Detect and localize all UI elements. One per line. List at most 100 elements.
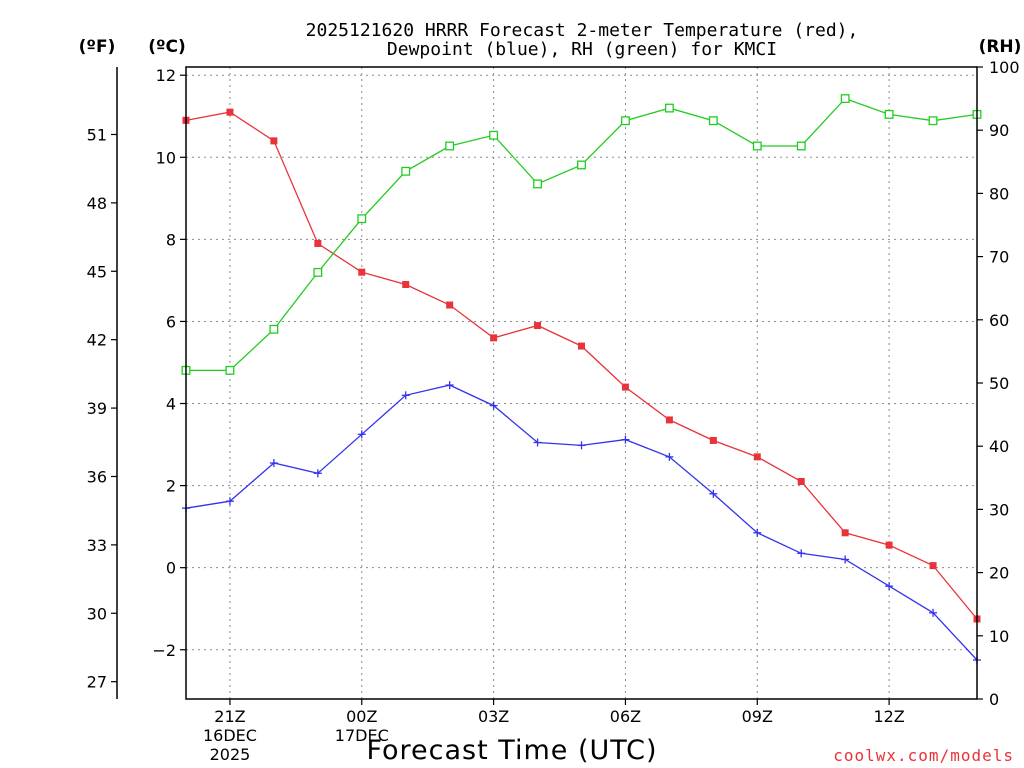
dewpoint-point xyxy=(665,452,674,461)
celsius-tick-label: 0 xyxy=(166,559,176,578)
axes: −2 0 2 4 6 8 10 12 27 30 33 36 39 42 45 48 51 0 10 20 30 40 50… xyxy=(87,58,1020,764)
dewpoint-point xyxy=(269,459,278,468)
rh-point xyxy=(928,116,938,126)
temperature-point xyxy=(885,541,893,549)
rh-point xyxy=(401,166,411,176)
fahrenheit-tick-label: 51 xyxy=(87,125,107,144)
dewpoint-point xyxy=(797,549,806,558)
dewpoint-point xyxy=(489,401,498,410)
dewpoint-point xyxy=(445,381,454,390)
rh-tick-label: 80 xyxy=(989,184,1009,203)
dewpoint-point xyxy=(753,528,762,537)
chart-title-line-2: Dewpoint (blue), RH (green) for KMCI xyxy=(387,39,777,60)
dewpoint-point xyxy=(225,497,234,506)
temperature-point xyxy=(490,334,498,342)
rh-point xyxy=(225,365,235,375)
fahrenheit-tick-label: 48 xyxy=(87,194,107,213)
temperature-point xyxy=(446,301,454,309)
dewpoint-point xyxy=(357,430,366,439)
rh-tick-label: 60 xyxy=(989,311,1009,330)
dewpoint-point xyxy=(577,441,586,450)
x-tick-label: 21Z xyxy=(214,707,245,726)
x-tick-label: 06Z xyxy=(610,707,641,726)
fahrenheit-unit-label: (ºF) xyxy=(79,37,116,57)
celsius-tick-label: 4 xyxy=(166,395,176,414)
rh-point xyxy=(269,324,279,334)
rh-point xyxy=(577,160,586,170)
x-tick-label: 12Z xyxy=(873,707,904,726)
rh-tick-label: 50 xyxy=(989,374,1009,393)
celsius-tick-label: −2 xyxy=(152,641,176,660)
dewpoint-point xyxy=(621,435,630,444)
temperature-point xyxy=(665,416,673,424)
rh-point xyxy=(533,179,543,189)
temperature-point xyxy=(709,436,717,444)
rh-point xyxy=(796,141,806,151)
rh-tick-label: 20 xyxy=(989,564,1009,583)
dewpoint-point xyxy=(885,582,894,591)
temperature-point xyxy=(578,342,585,350)
celsius-tick-label: 12 xyxy=(156,66,176,85)
rh-point xyxy=(313,267,323,277)
temperature-point xyxy=(270,137,278,145)
temperature-point xyxy=(314,239,322,247)
temperature-point xyxy=(841,529,849,537)
fahrenheit-tick-label: 27 xyxy=(87,673,107,692)
credit-label: coolwx.com/models xyxy=(833,746,1014,765)
fahrenheit-tick-label: 36 xyxy=(87,467,107,486)
temperature-point xyxy=(753,453,761,461)
chart-title-line-1: 2025121620 HRRR Forecast 2-meter Tempera… xyxy=(306,20,859,41)
x-tick-label: 17DEC xyxy=(335,726,389,745)
rh-point xyxy=(357,214,367,224)
x-tick-label: 00Z xyxy=(346,707,377,726)
x-tick-label: 03Z xyxy=(478,707,509,726)
temperature-point xyxy=(534,322,542,330)
series-line xyxy=(185,111,978,620)
rh-tick-label: 70 xyxy=(989,248,1009,267)
temperature-point xyxy=(797,477,805,485)
series-line xyxy=(186,97,978,372)
rh-tick-label: 40 xyxy=(989,437,1009,456)
temperature-point xyxy=(402,281,410,289)
rh-tick-label: 100 xyxy=(989,58,1020,77)
dewpoint-point xyxy=(313,469,322,478)
x-tick-label: 2025 xyxy=(210,745,251,764)
rh-tick-label: 30 xyxy=(989,500,1009,519)
temperature-point xyxy=(358,268,366,276)
dewpoint-point xyxy=(929,608,938,617)
celsius-tick-label: 2 xyxy=(166,477,176,496)
celsius-tick-label: 8 xyxy=(166,230,176,249)
dewpoint-point xyxy=(841,555,850,564)
dewpoint-point xyxy=(533,438,542,447)
fahrenheit-tick-label: 39 xyxy=(87,399,107,418)
rh-point xyxy=(664,103,674,113)
rh-point xyxy=(752,141,762,151)
rh-tick-label: 90 xyxy=(989,121,1009,140)
temperature-point xyxy=(929,562,937,570)
data-series xyxy=(181,94,982,665)
series-line xyxy=(185,384,978,661)
rh-point xyxy=(840,94,850,104)
x-tick-label: 16DEC xyxy=(203,726,257,745)
fahrenheit-tick-label: 45 xyxy=(87,262,107,281)
celsius-tick-label: 10 xyxy=(156,148,176,167)
fahrenheit-tick-label: 42 xyxy=(87,331,107,350)
celsius-unit-label: (ºC) xyxy=(148,37,186,57)
rh-point xyxy=(620,116,630,126)
fahrenheit-tick-label: 33 xyxy=(87,536,107,555)
rh-point xyxy=(445,141,455,151)
temperature-point xyxy=(621,383,629,391)
rh-unit-label: (RH) xyxy=(979,37,1022,57)
dewpoint-point xyxy=(401,391,410,400)
x-tick-label: 09Z xyxy=(742,707,773,726)
x-axis-label: Forecast Time (UTC) xyxy=(366,735,657,766)
rh-point xyxy=(708,116,718,126)
fahrenheit-tick-label: 30 xyxy=(87,604,107,623)
rh-tick-label: 0 xyxy=(989,690,999,709)
temperature-point xyxy=(226,108,234,116)
celsius-tick-label: 6 xyxy=(166,312,176,331)
rh-point xyxy=(884,109,894,119)
rh-point xyxy=(489,130,499,140)
rh-tick-label: 10 xyxy=(989,627,1009,646)
